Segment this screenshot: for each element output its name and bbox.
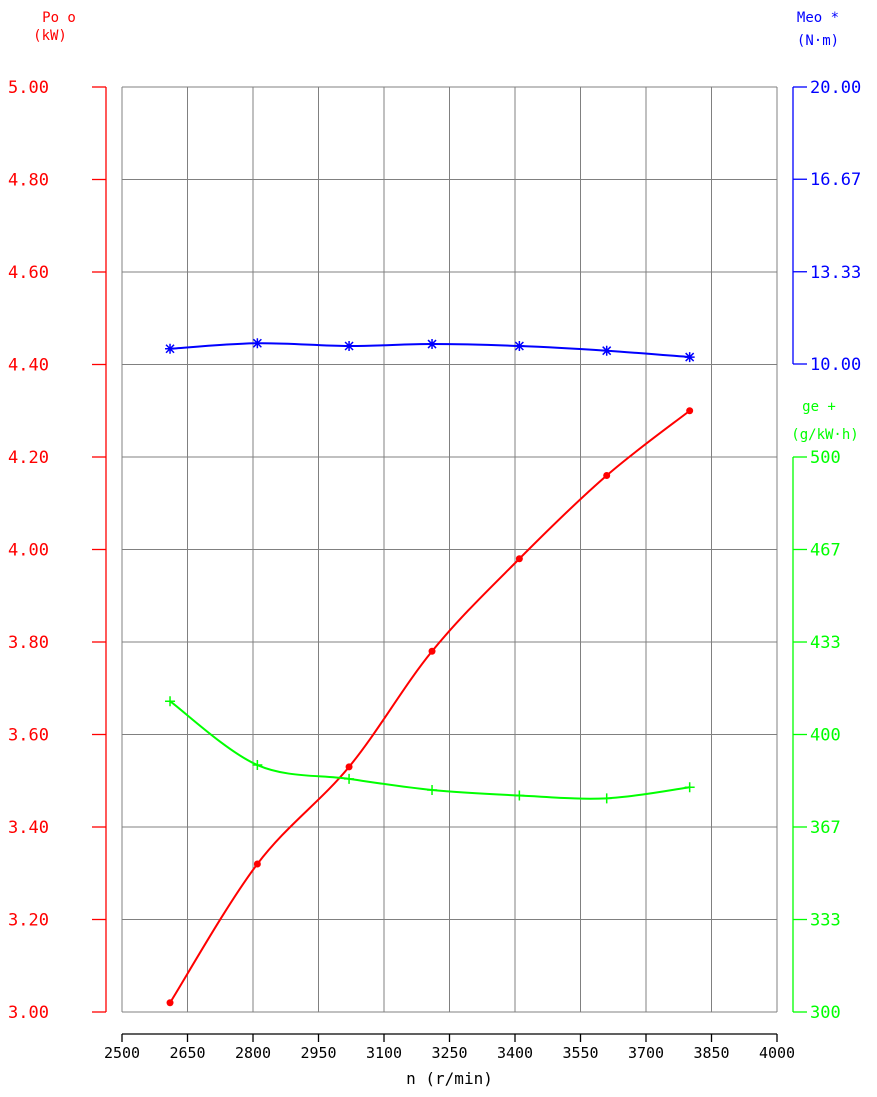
x-tick-label: 2950 [300,1044,336,1062]
fuel-point [344,773,355,784]
fuel-tick-label: 467 [810,540,841,560]
torque-tick-label: 10.00 [810,355,861,375]
power-tick-label: 4.00 [8,541,49,561]
power-tick-label: 4.80 [8,171,49,191]
torque-tick-label: 20.00 [810,78,861,98]
x-tick-label: 3250 [431,1044,467,1062]
torque-axis-unit: (N·m) [797,33,839,49]
chart-series [165,338,695,1007]
power-tick-label: 4.60 [8,263,49,283]
x-tick-label: 2800 [235,1044,271,1062]
power-point [345,763,353,771]
torque-point [514,340,525,351]
power-tick-label: 3.20 [8,911,49,931]
power-tick-label: 3.00 [8,1003,49,1023]
torque-axis-label: Meo * [797,10,839,26]
power-axis-label: Po o [42,10,76,26]
power-point [166,999,174,1007]
power-point [603,472,611,479]
power-tick-label: 3.80 [8,633,49,653]
torque-tick-label: 13.33 [810,263,861,283]
fuel-line [169,700,690,800]
fuel-tick-label: 500 [810,448,841,468]
torque-point [252,338,263,349]
fuel-point [601,793,612,804]
torque-tick-label: 16.67 [810,170,861,190]
power-axis-unit: (kW) [33,28,67,44]
x-tick-label: 3550 [562,1044,598,1062]
x-tick-label: 3100 [366,1044,402,1062]
fuel-tick-label: 400 [810,726,841,746]
fuel-axis-unit: (g/kW·h) [791,427,858,443]
x-tick-label: 2650 [169,1044,205,1062]
fuel-point [427,785,438,795]
fuel-tick-label: 300 [810,1003,841,1023]
power-tick-label: 5.00 [8,78,49,98]
power-point [253,860,261,868]
torque-point [165,343,176,354]
x-tick-label: 4000 [759,1044,795,1062]
torque-point [344,340,355,351]
chart-axes: 2500 2650 2800 2950 3100 3250 3400 3550 3700 3850… [8,78,861,1062]
x-tick-label: 2500 [104,1044,140,1062]
torque-series [165,338,695,363]
fuel-tick-label: 367 [810,818,841,838]
torque-point [684,352,695,363]
power-point [428,647,436,655]
power-tick-label: 4.40 [8,356,49,376]
x-tick-label: 3850 [693,1044,729,1062]
power-tick-label: 3.40 [8,818,49,838]
fuel-tick-label: 333 [810,911,841,931]
fuel-point [684,782,695,793]
power-tick-label: 4.20 [8,448,49,468]
fuel-point [514,790,525,801]
fuel-axis-label: ge + [802,399,836,415]
torque-point [601,345,612,356]
plot-grid [121,86,778,1013]
torque-point [427,339,438,350]
fuel-tick-label: 433 [810,633,841,653]
power-point [686,407,694,415]
power-line [169,409,691,1004]
fuel-point [252,760,263,771]
power-series [166,407,694,1007]
x-tick-label: 3700 [628,1044,664,1062]
x-axis-label: n (r/min) [406,1069,493,1088]
power-point [515,555,523,563]
fuel-point [165,696,176,707]
chart-labels: n (r/min) Po o (kW) Meo * (N·m) ge + (g/kW·h) [33,10,859,1088]
x-tick-label: 3400 [497,1044,533,1062]
power-tick-label: 3.60 [8,726,49,746]
fuel-series [165,696,695,804]
